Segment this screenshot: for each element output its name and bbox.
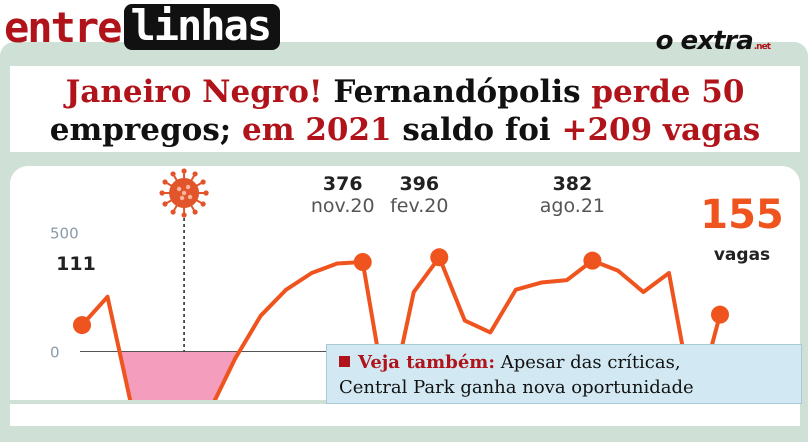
headline-part: Janeiro Negro! [65,74,323,110]
virus-icon [159,168,209,218]
data-point [73,316,91,335]
virus-spike-tip [181,212,187,218]
data-point [430,248,449,267]
virus-spike-tip [203,190,209,196]
virus-spot [179,195,185,201]
data-point-latest [711,305,729,324]
data-label-period: ago.21 [540,195,605,217]
virus-spot [176,186,182,192]
data-label-value: 382 [553,173,593,195]
headline-line-2: empregos; em 2021 saldo foi +209 vagas [10,111,800,149]
headline-part: em 2021 [242,112,392,148]
virus-spot [181,190,187,196]
virus-spike-tip [162,179,168,185]
virus-spot [187,194,193,200]
brand-word-linhas: linhas [124,4,281,50]
oextra-logo-suffix: .net [753,42,771,52]
data-label-period: fev.20 [390,195,448,217]
data-label-value: 396 [399,173,439,195]
bullet-square-icon [339,356,350,367]
headline-part: saldo foi [391,112,562,148]
related-article-box[interactable]: Veja também: Apesar das críticas, Centra… [326,344,802,404]
related-text-2: Central Park ganha nova oportunidade [339,377,694,398]
virus-spike-tip [170,209,176,215]
data-label-period: nov.20 [311,195,375,217]
headline-part: empregos; [49,112,243,148]
latest-value: 155 [700,192,784,238]
negative-area [119,351,240,400]
virus-spike-tip [159,190,165,196]
y-tick-label-0: 0 [50,344,60,362]
brand-logo: entre linhas [4,2,281,52]
virus-spike-tip [192,171,198,177]
virus-spike-tip [162,201,168,207]
virus-spike-tip [181,168,187,174]
data-label-value: 111 [56,253,96,275]
data-point [353,253,372,272]
headline-part: Fernandópolis [322,74,592,110]
related-text-1: Apesar das críticas, [494,352,681,373]
oextra-logo-text: o extra [655,26,754,56]
y-tick-label-500: 500 [50,225,79,243]
virus-spike-tip [200,201,206,207]
virus-spike-tip [200,179,206,185]
virus-spike-tip [170,171,176,177]
headline: Janeiro Negro! Fernandópolis perde 50 em… [10,66,800,152]
virus-spot [185,184,191,190]
data-label-value: 376 [323,173,363,195]
virus-spike-tip [192,209,198,215]
headline-part: +209 vagas [561,112,761,148]
latest-unit-label: vagas [714,245,770,265]
bottom-strip [10,404,800,426]
related-label: Veja também: [358,352,495,373]
brand-word-entre: entre [4,3,122,52]
headline-part: perde 50 [591,74,745,110]
data-point [583,251,602,270]
headline-line-1: Janeiro Negro! Fernandópolis perde 50 [10,73,800,111]
oextra-logo[interactable]: o extra.net [655,26,771,56]
